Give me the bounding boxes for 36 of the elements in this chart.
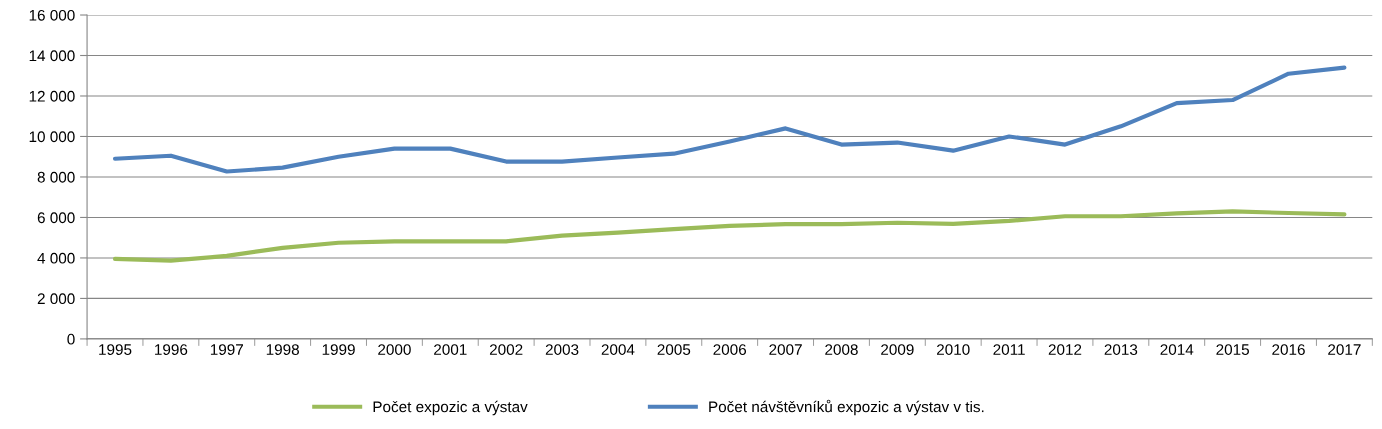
x-tick-label: 1996: [155, 344, 188, 355]
x-tick-label: 2003: [545, 344, 579, 355]
x-tick-label: 1999: [322, 344, 355, 355]
y-tick-label: 16 000: [29, 9, 75, 21]
legend-label: Počet návštěvníků expozic a výstav v tis.: [709, 399, 984, 416]
x-tick-label: 1998: [266, 344, 299, 355]
x-tick-label: 2015: [1216, 344, 1249, 355]
x-tick-label: 2009: [881, 344, 914, 355]
y-tick-label: 12 000: [29, 90, 75, 102]
y-tick-label: 0: [67, 333, 75, 345]
x-tick-label: 2011: [993, 344, 1025, 355]
y-tick-label: 4 000: [37, 252, 75, 264]
x-tick-label: 2010: [937, 344, 970, 355]
y-tick-label: 10 000: [29, 131, 75, 143]
x-tick-label: 2013: [1104, 344, 1138, 355]
y-tick-label: 6 000: [37, 212, 75, 224]
y-tick-label: 14 000: [29, 50, 75, 62]
x-tick-label: 2001: [434, 344, 467, 355]
x-tick-label: 2005: [657, 344, 691, 355]
line-series: [112, 65, 1347, 174]
y-tick-label: 8 000: [37, 171, 75, 183]
x-tick-label: 1997: [210, 344, 243, 355]
x-tick-label: 2014: [1160, 344, 1194, 355]
x-tick-label: 2008: [825, 344, 858, 355]
x-tick-label: 2000: [378, 344, 411, 355]
x-tick-label: 2006: [713, 344, 747, 355]
legend-label: Počet expozic a výstav: [373, 400, 528, 416]
y-tick-label: 2 000: [37, 293, 75, 305]
x-tick-label: 2016: [1272, 344, 1305, 355]
x-tick-label: 2004: [601, 344, 635, 355]
x-tick-label: 1995: [99, 344, 132, 355]
x-tick-label: 2012: [1048, 344, 1082, 355]
x-tick-label: 2002: [489, 344, 523, 355]
line-series: [112, 209, 1347, 263]
x-tick-label: 2007: [769, 344, 802, 355]
x-tick-label: 2017: [1328, 344, 1361, 355]
